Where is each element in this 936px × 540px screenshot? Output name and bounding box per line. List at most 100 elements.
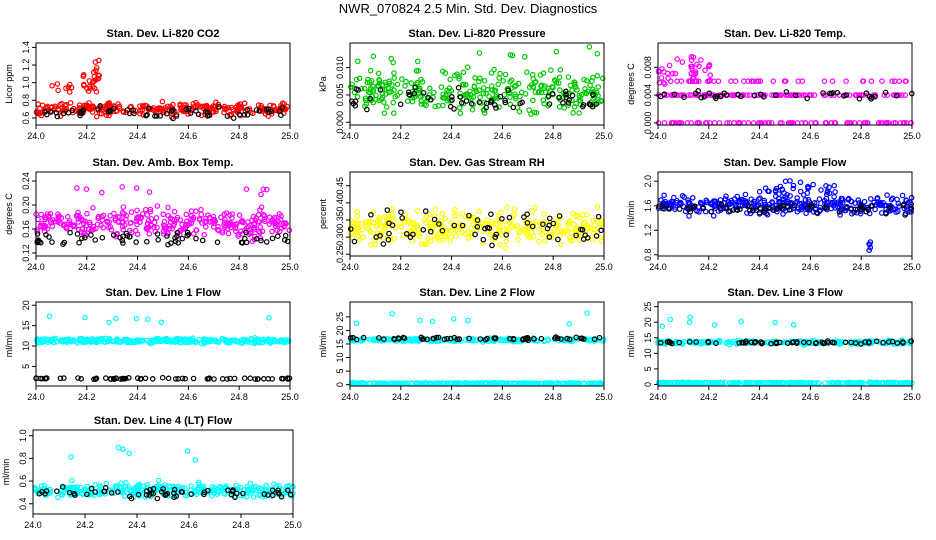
- data-point: [444, 335, 450, 342]
- data-point: [216, 227, 222, 234]
- x-tick-label: 24.6: [494, 392, 512, 402]
- data-point: [68, 84, 75, 91]
- data-point: [556, 104, 563, 110]
- y-tick-label: 1.2: [643, 224, 653, 237]
- data-point: [131, 110, 137, 117]
- data-point: [128, 209, 135, 215]
- x-tick-label: 24.0: [649, 131, 667, 141]
- data-point: [772, 193, 779, 200]
- x-tick-label: 24.8: [852, 262, 870, 272]
- data-point: [687, 314, 693, 321]
- y-tick-label: 1.0: [21, 76, 31, 89]
- data-point: [711, 120, 718, 126]
- data-point: [242, 235, 248, 242]
- data-point: [705, 338, 711, 345]
- data-point: [585, 225, 592, 232]
- chart-title: Stan. Dev. Line 4 (LT) Flow: [94, 415, 233, 427]
- data-point: [766, 379, 772, 386]
- data-point: [866, 247, 873, 254]
- data-point: [258, 237, 264, 244]
- data-point: [389, 206, 396, 212]
- data-point: [496, 75, 503, 81]
- plot-frame: [349, 301, 605, 387]
- data-point: [171, 486, 178, 493]
- data-point: [451, 222, 458, 229]
- data-point: [76, 214, 83, 220]
- data-point: [458, 100, 465, 106]
- data-point: [169, 226, 176, 232]
- data-point: [231, 223, 238, 229]
- data-point: [545, 93, 552, 99]
- data-point: [542, 238, 548, 244]
- data-point: [504, 380, 511, 386]
- data-point: [743, 338, 749, 345]
- data-point: [282, 220, 289, 226]
- data-point: [45, 339, 51, 346]
- data-point: [492, 335, 499, 341]
- data-point: [449, 97, 455, 103]
- data-point: [243, 186, 250, 193]
- data-point: [359, 220, 366, 227]
- data-point: [386, 230, 392, 237]
- data-point: [454, 227, 461, 233]
- plot-frame: [349, 42, 605, 126]
- data-point: [502, 97, 508, 104]
- data-point: [380, 241, 387, 247]
- data-point: [104, 219, 111, 225]
- data-point: [247, 480, 254, 487]
- data-point: [77, 335, 83, 342]
- data-point: [111, 210, 117, 217]
- data-point: [678, 339, 685, 346]
- data-point: [507, 335, 513, 342]
- data-point: [676, 206, 683, 212]
- data-point: [540, 97, 547, 104]
- data-point: [688, 92, 695, 98]
- data-point: [659, 203, 665, 209]
- data-point: [352, 229, 359, 236]
- data-point: [352, 103, 359, 109]
- data-point: [431, 216, 438, 223]
- data-point: [488, 83, 495, 89]
- data-point: [177, 101, 184, 108]
- data-point: [38, 112, 45, 119]
- data-point: [806, 339, 812, 346]
- data-point: [510, 380, 517, 386]
- y-tick-label: 0.20: [21, 196, 31, 214]
- data-point: [821, 78, 828, 85]
- y-tick-label: 0.25: [335, 246, 345, 264]
- chart-title: Stan. Dev. Sample Flow: [724, 157, 847, 169]
- data-point: [546, 234, 553, 240]
- data-point: [147, 486, 153, 493]
- data-point: [248, 488, 254, 494]
- data-point: [688, 57, 695, 64]
- data-point: [225, 230, 232, 237]
- data-point: [198, 112, 205, 119]
- data-point: [724, 339, 730, 346]
- data-point: [581, 380, 587, 387]
- data-point: [173, 336, 180, 343]
- data-point: [123, 212, 130, 219]
- data-point: [229, 211, 236, 217]
- data-point: [44, 226, 51, 232]
- data-point: [148, 216, 155, 222]
- data-point: [584, 310, 590, 316]
- data-point: [462, 81, 469, 88]
- data-point: [401, 335, 408, 342]
- data-point: [703, 197, 710, 204]
- data-point: [435, 334, 442, 341]
- data-point: [476, 99, 483, 106]
- data-point: [269, 235, 276, 242]
- data-point: [359, 336, 366, 342]
- data-point: [595, 84, 602, 90]
- data-point: [35, 101, 42, 107]
- data-point: [96, 482, 103, 489]
- data-point: [501, 337, 508, 344]
- data-point: [272, 223, 279, 229]
- data-point: [728, 78, 734, 85]
- data-point: [752, 339, 759, 345]
- data-point: [456, 336, 463, 342]
- data-point: [95, 215, 101, 222]
- data-point: [495, 81, 502, 88]
- data-point: [365, 226, 372, 232]
- data-point: [368, 212, 374, 218]
